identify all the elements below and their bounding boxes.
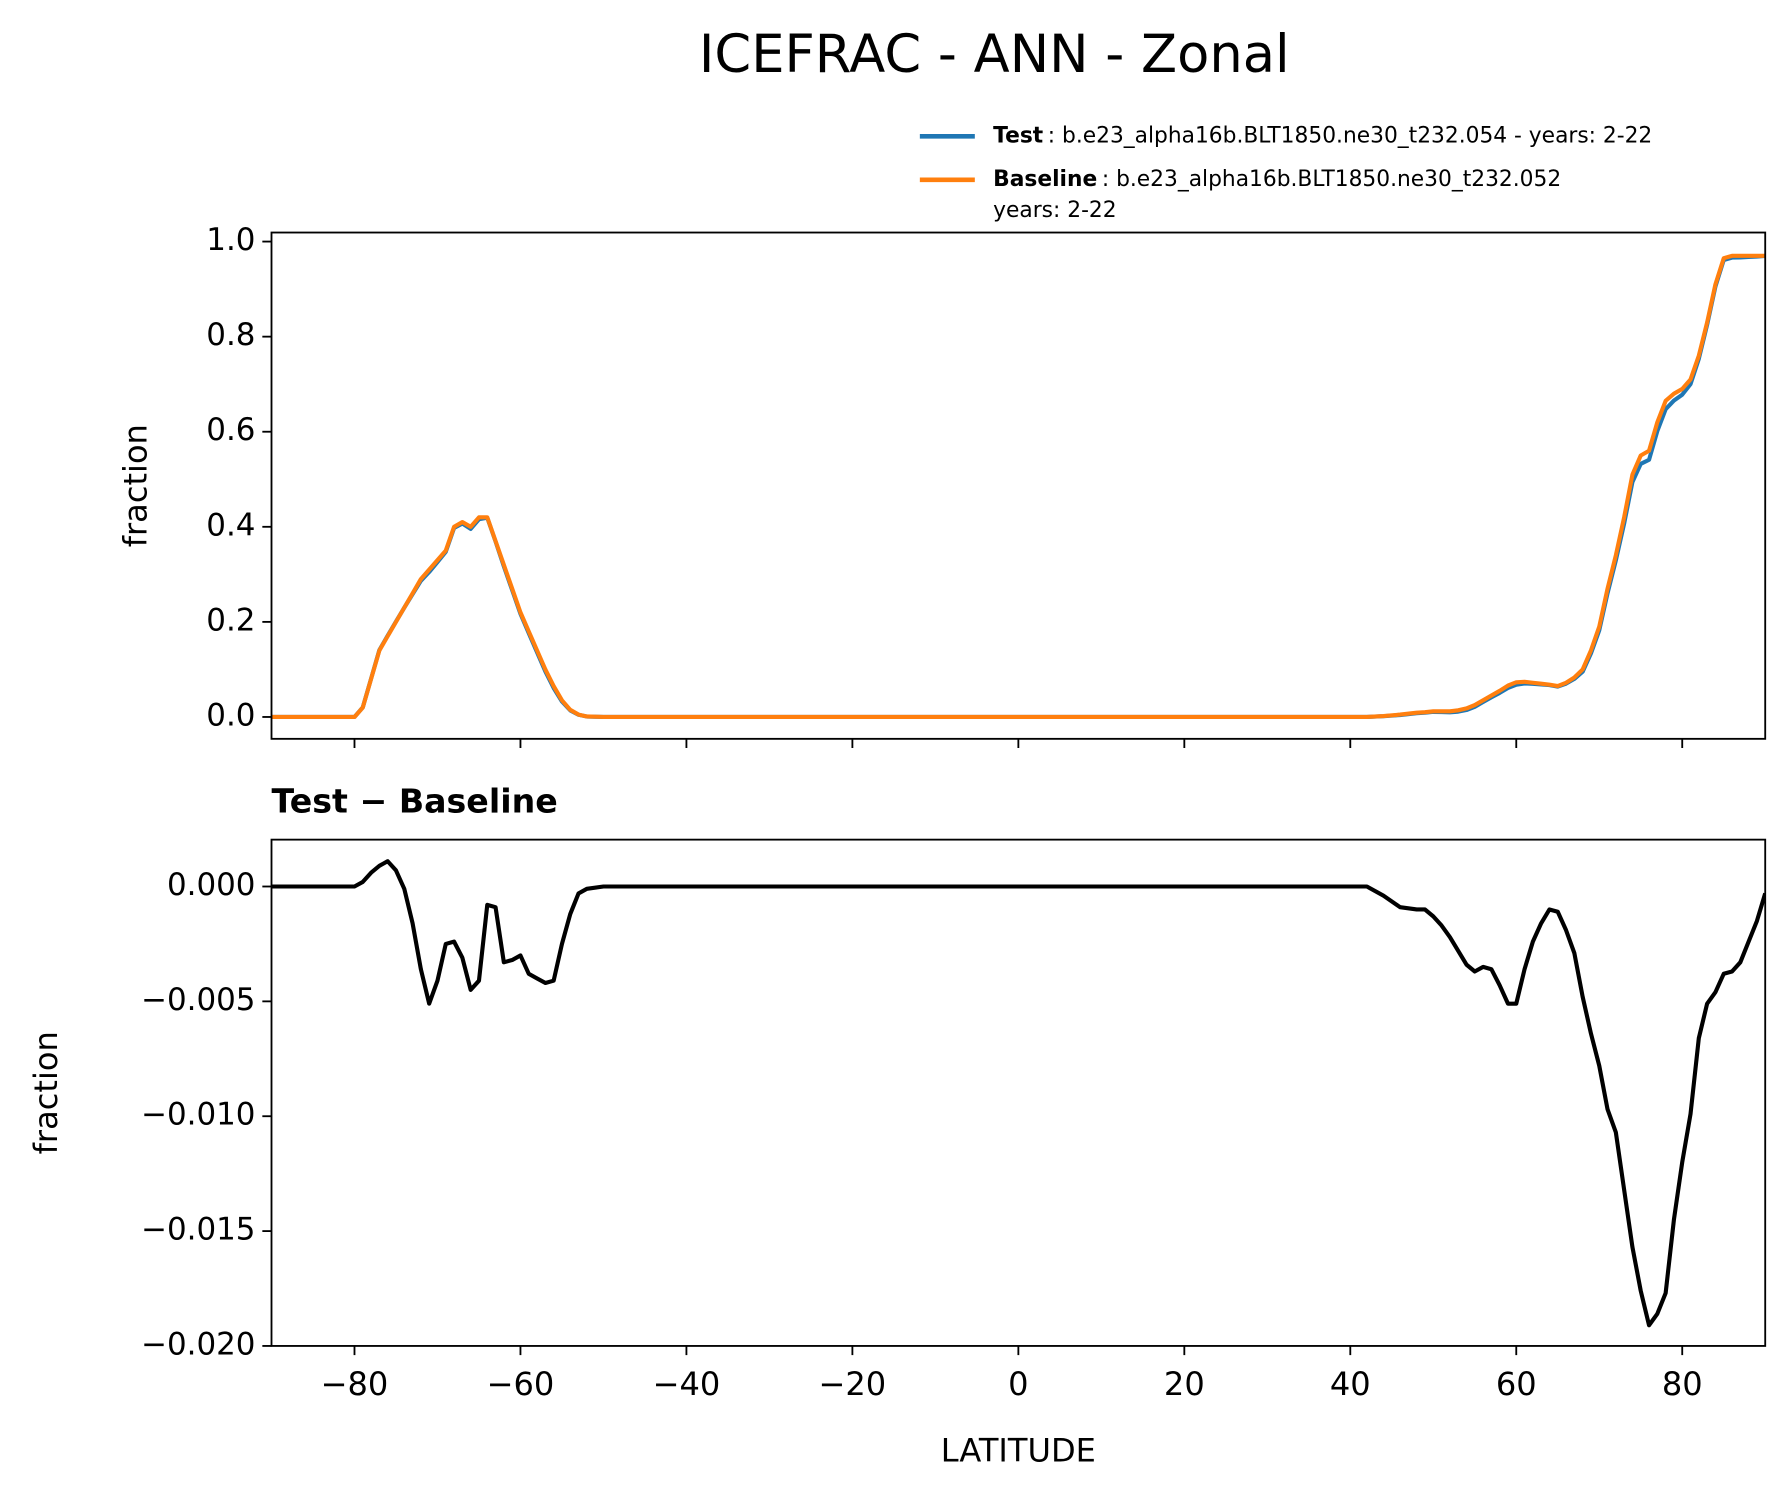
- x-tick-label: −40: [653, 1365, 721, 1403]
- data-line: [271, 859, 1766, 1328]
- legend-name: Baseline: [993, 167, 1097, 192]
- y-axis-label: fraction: [116, 424, 154, 547]
- x-tick-label: −20: [819, 1365, 887, 1403]
- legend-description: : b.e23_alpha16b.BLT1850.ne30_t232.054 -…: [1048, 123, 1653, 148]
- x-tick-label: 60: [1496, 1365, 1537, 1403]
- chart-title: ICEFRAC - ANN - Zonal: [699, 24, 1290, 85]
- data-line: [271, 253, 1766, 720]
- y-tick-label: 0.6: [206, 412, 255, 448]
- subplot-title: Test − Baseline: [272, 781, 558, 820]
- y-tick-label: −0.005: [141, 982, 255, 1018]
- y-tick-label: 0.0: [206, 697, 255, 733]
- y-tick-label: 0.2: [206, 602, 255, 638]
- y-tick-label: 0.4: [206, 507, 255, 543]
- legend-entry: Test: b.e23_alpha16b.BLT1850.ne30_t232.0…: [993, 123, 1652, 148]
- y-tick-label: −0.015: [141, 1212, 255, 1248]
- x-axis-label: LATITUDE: [941, 1431, 1096, 1469]
- x-tick-label: 80: [1662, 1365, 1703, 1403]
- y-tick-label: −0.010: [141, 1097, 255, 1133]
- axes-frame: [270, 838, 1767, 1347]
- y-tick-label: 0.8: [206, 317, 255, 353]
- x-tick-label: −60: [487, 1365, 555, 1403]
- legend-entry: Baseline: b.e23_alpha16b.BLT1850.ne30_t2…: [993, 167, 1561, 192]
- y-tick-label: −0.020: [141, 1326, 255, 1362]
- x-tick-label: 20: [1164, 1365, 1205, 1403]
- y-tick-label: 1.0: [206, 222, 255, 258]
- legend-name: Test: [993, 123, 1043, 148]
- x-tick-label: 0: [1008, 1365, 1028, 1403]
- legend-description: years: 2-22: [993, 198, 1116, 223]
- x-tick-label: 40: [1330, 1365, 1371, 1403]
- y-tick-label: 0.000: [167, 867, 255, 903]
- legend-description: : b.e23_alpha16b.BLT1850.ne30_t232.052: [1102, 167, 1561, 192]
- y-axis-label: fraction: [27, 1031, 65, 1154]
- x-tick-label: −80: [321, 1365, 389, 1403]
- axes-frame: [270, 231, 1767, 740]
